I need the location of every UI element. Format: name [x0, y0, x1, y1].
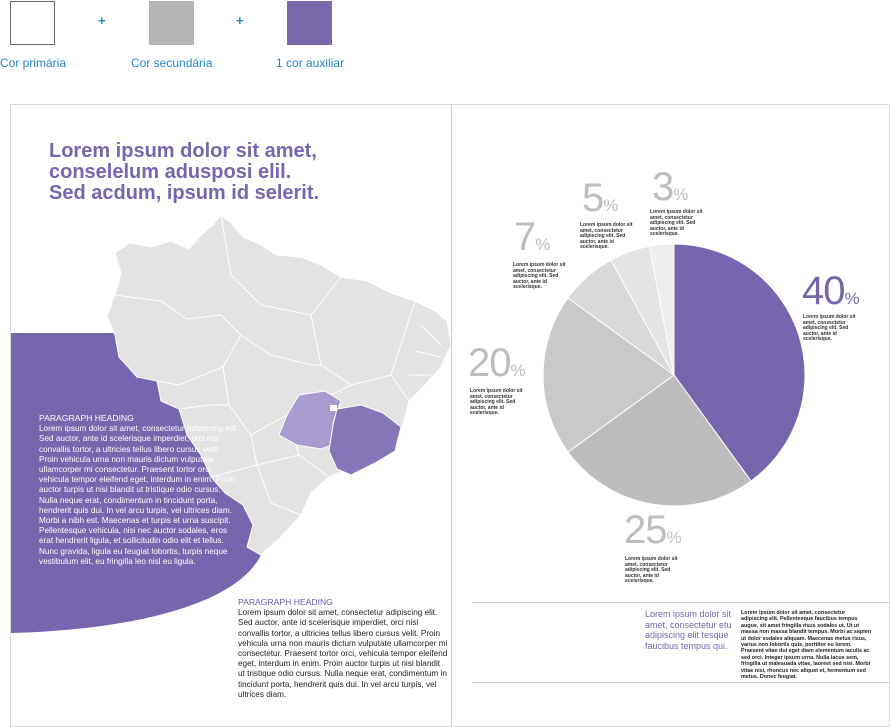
paragraph-left: PARAGRAPH HEADING Lorem ipsum dolor sit … [39, 413, 239, 567]
secondary-color-swatch [149, 1, 194, 45]
callout-body-text: Lorem ipsum dolor sit amet, consectetur … [741, 610, 872, 681]
paragraph-heading: PARAGRAPH HEADING [238, 597, 333, 607]
brazil-map [106, 214, 451, 556]
pie-value: 20 [468, 341, 511, 385]
auxiliary-color-swatch [287, 1, 332, 45]
percent-sign: % [510, 361, 526, 380]
pie-slice-3 [648, 243, 675, 376]
page-headline: Lorem ipsum dolor sit amet, conselelum a… [49, 141, 369, 204]
left-page: Lorem ipsum dolor sit amet, conselelum a… [10, 104, 451, 727]
percent-sign: % [673, 185, 689, 204]
percent-sign: % [603, 196, 619, 215]
pie-note-25: Lorem ipsum dolor sit amet, consectetur … [625, 556, 678, 585]
pie-slice-25 [567, 374, 752, 507]
primary-color-label: Cor primária [0, 56, 67, 70]
pie-value: 5 [582, 176, 604, 220]
pie-slice-40 [673, 243, 806, 482]
highlighted-state-minas-gerais [328, 404, 402, 476]
pie-label-7: 7% [514, 217, 550, 265]
pie-note-40: Lorem ipsum dolor sit amet, consectetur … [803, 314, 856, 343]
right-page: 40% Lorem ipsum dolor sit amet, consecte… [451, 104, 890, 727]
primary-color-swatch [10, 1, 55, 45]
pie-label-3: 3% [652, 167, 688, 215]
pie-label-5: 5% [582, 178, 618, 226]
percent-sign: % [535, 235, 551, 254]
pie-label-20: 20% [468, 343, 526, 391]
secondary-color-label: Cor secundária [131, 56, 213, 70]
plus-sign: + [98, 13, 106, 28]
headline-line: Lorem ipsum dolor sit amet, [49, 140, 317, 162]
pie-chart [542, 243, 806, 507]
federal-district-marker [330, 405, 337, 411]
pie-note-3: Lorem ipsum dolor sit amet, consectetur … [650, 209, 703, 238]
pie-slice-20 [542, 297, 675, 453]
divider-bottom [472, 682, 889, 683]
paragraph-body: Lorem ipsum dolor sit amet, consectetur … [39, 424, 239, 566]
map-illustration [11, 214, 451, 633]
pie-value: 7 [514, 215, 536, 259]
paragraph-heading: PARAGRAPH HEADING [39, 413, 134, 423]
highlighted-state-goias [278, 390, 342, 450]
plus-sign: + [236, 13, 244, 28]
headline-line: Sed acdum, ipsum id selerit. [49, 182, 320, 204]
pie-note-20: Lorem ipsum dolor sit amet, consectetur … [470, 388, 523, 417]
pie-value: 3 [652, 165, 674, 209]
divider-top [472, 602, 889, 603]
paragraph-body: Lorem ipsum dolor sit amet, consectetur … [238, 608, 448, 699]
pie-note-7: Lorem ipsum dolor sit amet, consectetur … [513, 262, 566, 291]
percent-sign: % [844, 289, 860, 308]
pie-value: 25 [624, 508, 667, 552]
pie-note-5: Lorem ipsum dolor sit amet, consectetur … [580, 222, 633, 251]
pie-value: 40 [802, 269, 845, 313]
paragraph-right: PARAGRAPH HEADING Lorem ipsum dolor sit … [238, 597, 448, 700]
pie-label-25: 25% [624, 510, 682, 558]
pie-label-40: 40% [802, 271, 860, 319]
callout-text: Lorem ipsum dolor sit amet, consectetur … [645, 609, 732, 651]
auxiliary-color-label: 1 cor auxiliar [276, 56, 345, 70]
headline-line: conselelum adusposi elil. [49, 161, 292, 183]
percent-sign: % [666, 528, 682, 547]
